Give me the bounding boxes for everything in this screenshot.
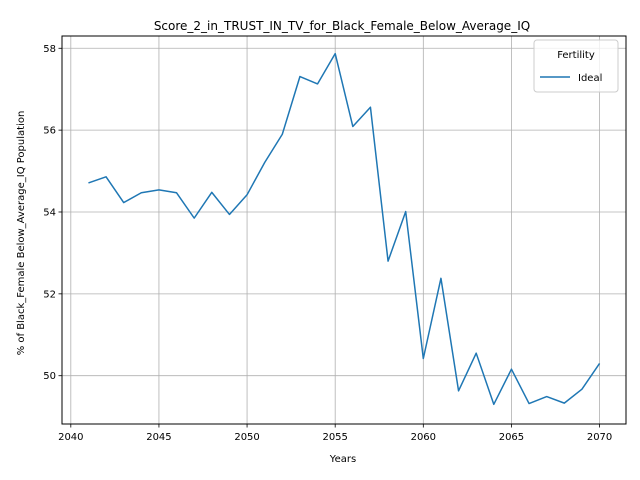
grid bbox=[62, 36, 626, 424]
x-tick-label: 2070 bbox=[587, 432, 612, 443]
y-tick-label: 50 bbox=[43, 371, 56, 382]
chart-title: Score_2_in_TRUST_IN_TV_for_Black_Female_… bbox=[154, 19, 530, 33]
x-tick-label: 2060 bbox=[411, 432, 436, 443]
y-tick-label: 58 bbox=[43, 44, 56, 55]
y-axis-label: % of Black_Female Below_Average_IQ Popul… bbox=[16, 111, 27, 356]
x-tick-label: 2040 bbox=[58, 432, 83, 443]
x-tick-label: 2050 bbox=[234, 432, 259, 443]
y-tick-label: 56 bbox=[43, 126, 56, 137]
x-tick-label: 2065 bbox=[499, 432, 524, 443]
x-axis: 2040 2045 2050 2055 2060 2065 2070 bbox=[58, 424, 612, 443]
x-tick-label: 2045 bbox=[146, 432, 171, 443]
legend: Fertility Ideal bbox=[533, 39, 619, 93]
legend-label-ideal: Ideal bbox=[578, 73, 602, 84]
y-tick-label: 54 bbox=[43, 207, 56, 218]
series-line-ideal bbox=[88, 52, 601, 406]
y-tick-label: 52 bbox=[43, 289, 56, 300]
legend-title: Fertility bbox=[557, 50, 595, 61]
x-tick-label: 2055 bbox=[322, 432, 347, 443]
legend-box bbox=[533, 39, 619, 93]
plot-frame bbox=[61, 35, 627, 425]
y-axis: 50 52 54 56 58 bbox=[43, 44, 62, 382]
x-axis-label: Years bbox=[329, 454, 356, 465]
